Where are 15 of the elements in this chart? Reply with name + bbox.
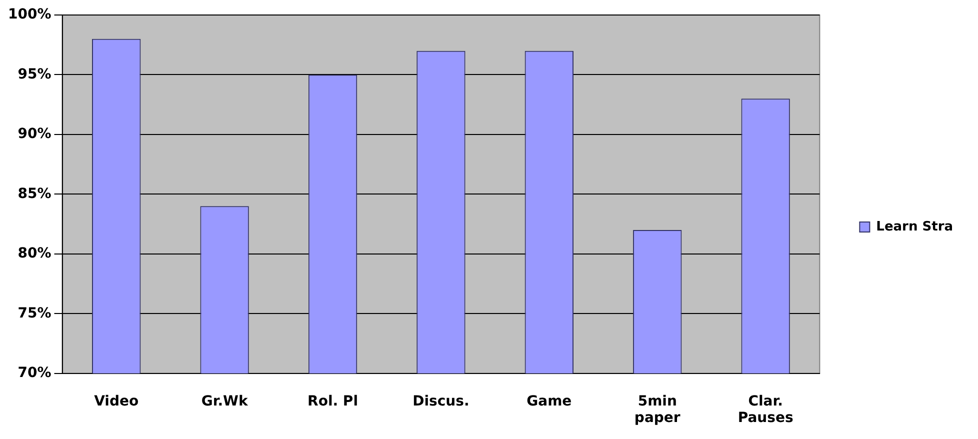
x-tick-label: Game — [526, 393, 572, 410]
y-tick-label: 95% — [18, 66, 52, 82]
x-tick-label: Clar. Pauses — [738, 393, 794, 426]
y-tick-label: 80% — [18, 246, 52, 262]
x-tick-label: Discus. — [412, 393, 470, 410]
y-tick-label: 90% — [18, 126, 52, 142]
legend-label: Learn Stra — [876, 219, 953, 234]
x-tick-label: 5min paper — [634, 393, 680, 426]
y-tick-label: 85% — [18, 186, 52, 202]
y-tick-label: 75% — [18, 305, 52, 322]
x-tick-label: Rol. Pl — [308, 393, 358, 410]
y-tick-label: 70% — [18, 365, 52, 382]
x-tick-label: Video — [94, 393, 139, 410]
y-tick-label: 100% — [8, 6, 52, 23]
x-tick-label: Gr.Wk — [201, 393, 248, 410]
